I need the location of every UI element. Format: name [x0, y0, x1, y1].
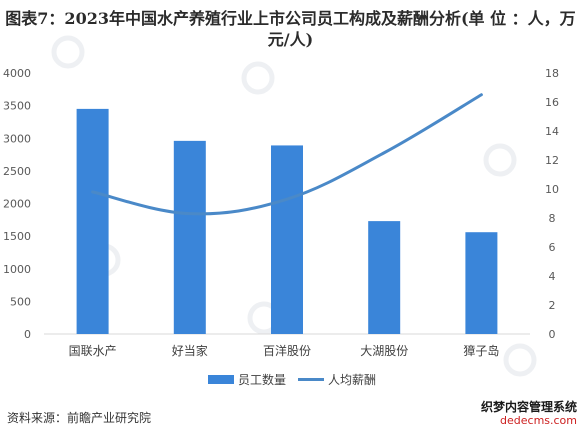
- right-tick-label: 12: [545, 154, 559, 167]
- watermark-logo-icon: [483, 143, 517, 177]
- category-label: 獐子岛: [463, 343, 499, 358]
- left-tick-label: 3000: [3, 132, 31, 145]
- watermark-badge: 织梦内容管理系统 dedecms.com: [481, 400, 577, 428]
- category-label: 好当家: [172, 343, 208, 358]
- right-tick-label: 14: [545, 125, 559, 138]
- legend-label-bar: 员工数量: [238, 372, 286, 387]
- bar: [76, 108, 109, 334]
- bar: [173, 140, 206, 334]
- legend: 员工数量 人均薪酬: [208, 372, 376, 387]
- right-tick-label: 4: [549, 270, 556, 283]
- right-tick-label: 6: [549, 241, 556, 254]
- salary-line: [91, 93, 483, 216]
- watermark-logo-icon: [503, 343, 537, 377]
- right-tick-label: 8: [549, 212, 556, 225]
- left-tick-label: 500: [10, 295, 31, 308]
- right-tick-label: 16: [545, 96, 559, 109]
- bar: [271, 145, 303, 334]
- left-tick-label: 0: [24, 328, 31, 341]
- left-tick-label: 1000: [3, 263, 31, 276]
- left-tick-label: 4000: [3, 67, 31, 80]
- legend-swatch-bar: [208, 375, 234, 384]
- left-tick-label: 1500: [3, 230, 31, 243]
- watermark-line1: 织梦内容管理系统: [480, 400, 577, 414]
- left-tick-label: 3500: [3, 100, 31, 113]
- right-tick-label: 10: [545, 183, 559, 196]
- watermark-logo-icon: [51, 35, 85, 69]
- bar: [465, 232, 498, 334]
- legend-label-line: 人均薪酬: [328, 373, 376, 387]
- right-tick-label: 18: [545, 67, 559, 80]
- right-tick-label: 2: [549, 299, 556, 312]
- category-label: 国联水产: [69, 344, 117, 358]
- left-tick-label: 2500: [3, 165, 31, 178]
- watermark-logo-icon: [241, 61, 275, 95]
- right-axis-ticks: 0 2 4 6 8 10 12 14 16 18: [545, 67, 559, 341]
- left-tick-label: 2000: [3, 198, 31, 211]
- right-tick-label: 0: [549, 328, 556, 341]
- source-note: 资料来源：前瞻产业研究院: [7, 411, 152, 425]
- watermark-line2: dedecms.com: [500, 414, 577, 427]
- category-labels: 国联水产 好当家 百洋股份 大湖股份 獐子岛: [69, 343, 500, 358]
- chart-title: 图表7：2023年中国水产养殖行业上市公司员工构成及薪酬分析(单 位 ：人，万元…: [5, 9, 576, 49]
- bar: [368, 221, 401, 334]
- category-label: 百洋股份: [263, 343, 311, 358]
- bar-series: [76, 108, 498, 334]
- line-series-group: [91, 93, 483, 216]
- left-axis-ticks: 0 500 1000 1500 2000 2500 3000 3500 4000: [3, 67, 31, 341]
- category-label: 大湖股份: [360, 343, 408, 358]
